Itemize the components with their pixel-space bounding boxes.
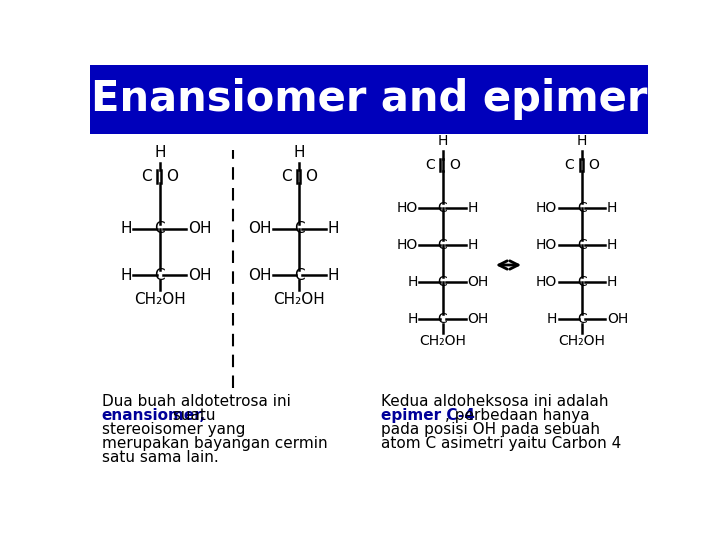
Text: C: C: [577, 238, 587, 252]
Text: H: H: [154, 145, 166, 159]
Text: suatu: suatu: [168, 408, 215, 423]
Text: H: H: [547, 312, 557, 326]
Text: O: O: [449, 158, 459, 172]
Text: stereoisomer yang: stereoisomer yang: [102, 422, 245, 437]
Text: H: H: [607, 201, 617, 215]
Text: HO: HO: [397, 238, 418, 252]
Text: HO: HO: [536, 238, 557, 252]
Text: C: C: [154, 221, 165, 237]
Text: C: C: [438, 238, 448, 252]
Text: H: H: [467, 201, 478, 215]
Text: OH: OH: [248, 221, 271, 237]
Text: H: H: [408, 275, 418, 289]
Text: H: H: [327, 267, 338, 282]
Text: C: C: [577, 201, 587, 215]
Text: epimer C-4: epimer C-4: [381, 408, 474, 423]
Text: OH: OH: [248, 267, 271, 282]
Text: H: H: [438, 134, 448, 148]
Text: HO: HO: [397, 201, 418, 215]
Text: H: H: [120, 221, 132, 237]
Text: O: O: [588, 158, 599, 172]
Text: OH: OH: [467, 312, 489, 326]
Text: C: C: [294, 221, 305, 237]
Text: C: C: [425, 158, 435, 172]
Text: C: C: [294, 267, 305, 282]
Text: merupakan bayangan cermin: merupakan bayangan cermin: [102, 436, 328, 451]
Text: C: C: [564, 158, 575, 172]
Text: OH: OH: [188, 221, 211, 237]
FancyBboxPatch shape: [90, 65, 648, 134]
Text: H: H: [294, 145, 305, 159]
Text: H: H: [467, 238, 478, 252]
Text: C: C: [141, 169, 152, 184]
Text: O: O: [166, 169, 178, 184]
Text: enansiomer,: enansiomer,: [102, 408, 206, 423]
Text: H: H: [607, 238, 617, 252]
Text: H: H: [577, 134, 588, 148]
Text: C: C: [281, 169, 292, 184]
Text: OH: OH: [607, 312, 628, 326]
Text: C: C: [577, 275, 587, 289]
Text: OH: OH: [467, 275, 489, 289]
Text: O: O: [305, 169, 318, 184]
Text: C: C: [438, 275, 448, 289]
Text: H: H: [327, 221, 338, 237]
Text: CH₂OH: CH₂OH: [274, 292, 325, 307]
Text: HO: HO: [536, 275, 557, 289]
Text: C: C: [438, 201, 448, 215]
Text: C: C: [438, 312, 448, 326]
Text: satu sama lain.: satu sama lain.: [102, 450, 218, 465]
Text: Enansiomer and epimer: Enansiomer and epimer: [91, 78, 647, 120]
Text: C: C: [577, 312, 587, 326]
Text: Kedua aldoheksosa ini adalah: Kedua aldoheksosa ini adalah: [381, 394, 608, 409]
Text: atom C asimetri yaitu Carbon 4: atom C asimetri yaitu Carbon 4: [381, 436, 621, 451]
Text: pada posisi OH pada sebuah: pada posisi OH pada sebuah: [381, 422, 600, 437]
Text: H: H: [607, 275, 617, 289]
Text: Dua buah aldotetrosa ini: Dua buah aldotetrosa ini: [102, 394, 290, 409]
Text: CH₂OH: CH₂OH: [134, 292, 186, 307]
Text: H: H: [408, 312, 418, 326]
Text: H: H: [120, 267, 132, 282]
Text: CH₂OH: CH₂OH: [559, 334, 606, 348]
Text: C: C: [154, 267, 165, 282]
Text: , perbedaan hanya: , perbedaan hanya: [445, 408, 590, 423]
Text: CH₂OH: CH₂OH: [419, 334, 466, 348]
Text: HO: HO: [536, 201, 557, 215]
Text: OH: OH: [188, 267, 211, 282]
